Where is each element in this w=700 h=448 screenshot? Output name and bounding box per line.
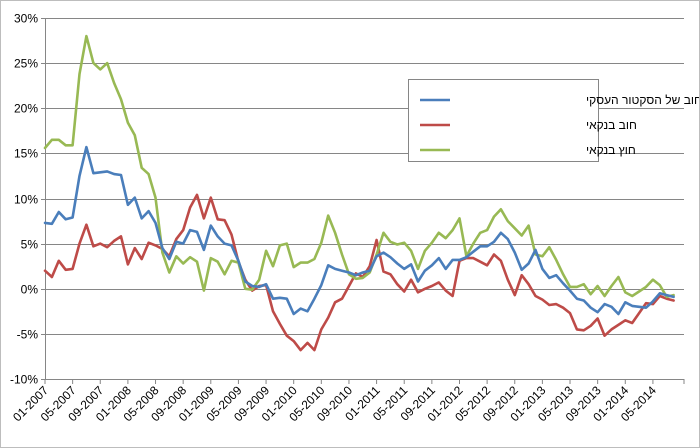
y-tick-label: 5% bbox=[21, 238, 39, 252]
y-tick-label: 20% bbox=[14, 102, 38, 116]
y-tick-label: 15% bbox=[14, 147, 38, 161]
legend-label-2: חוב בנקאי bbox=[586, 118, 637, 132]
legend-label-1: סך החוב של הסקטור העסקי bbox=[586, 93, 699, 107]
series-line-3 bbox=[43, 34, 675, 299]
y-tick-label: -5% bbox=[17, 328, 39, 342]
legend-label-3: חוץ בנקאי bbox=[586, 143, 636, 157]
y-tick-label: 0% bbox=[21, 283, 39, 297]
gridlines bbox=[45, 18, 684, 380]
legend-box bbox=[408, 79, 599, 162]
y-tick-label: 30% bbox=[14, 12, 38, 26]
legend: סך החוב של הסקטור העסקי חוב בנקאי חוץ בנקא… bbox=[408, 79, 699, 162]
y-tick-label: -10% bbox=[10, 373, 38, 387]
series-lines bbox=[43, 34, 675, 352]
y-tick-label: 25% bbox=[14, 57, 38, 71]
series-line-1 bbox=[43, 145, 675, 316]
y-tick-label: 10% bbox=[14, 193, 38, 207]
